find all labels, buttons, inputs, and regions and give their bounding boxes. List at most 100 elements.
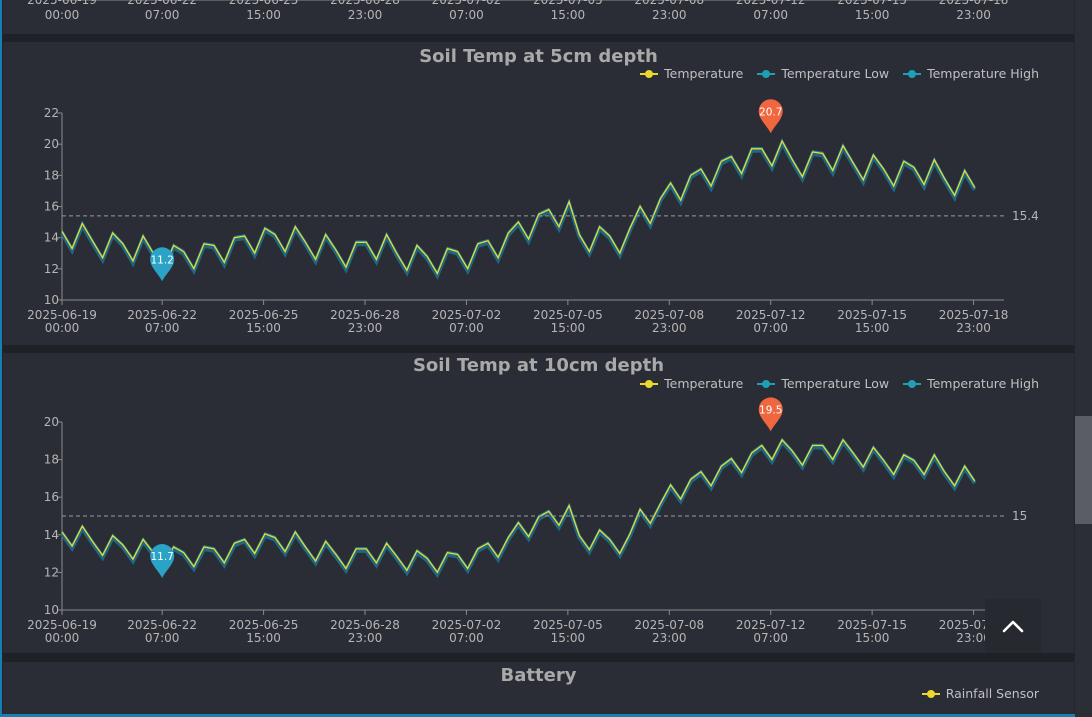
- x-tick-label: 15:00: [551, 321, 586, 335]
- series-temperature: [61, 139, 976, 275]
- chart-legend[interactable]: Temperature Temperature Low Temperature …: [640, 376, 1039, 391]
- x-tick-label: 07:00: [449, 631, 484, 645]
- legend-label: Temperature High: [927, 66, 1039, 81]
- max-marker-pin: 20.7: [758, 99, 783, 134]
- chart-title: Battery: [500, 665, 577, 686]
- x-tick-label: 2025-06-28: [330, 0, 400, 7]
- min-marker-pin-label: 11.2: [150, 254, 173, 266]
- x-tick-label: 2025-07-18: [939, 0, 1009, 7]
- x-tick-label: 2025-07-12: [736, 308, 806, 322]
- chevron-up-icon: [1002, 620, 1024, 633]
- x-tick-label: 2025-07-05: [533, 308, 603, 322]
- x-tick-label: 2025-06-19: [27, 0, 97, 7]
- x-tick-label: 2025-07-02: [432, 618, 502, 632]
- window-frame-bottom: [0, 714, 1092, 717]
- panel-gap: [3, 345, 1074, 353]
- x-tick-label: 15:00: [246, 8, 281, 22]
- x-tick-label: 23:00: [652, 321, 687, 335]
- legend-label: Temperature: [664, 66, 744, 81]
- x-tick-label: 15:00: [855, 8, 890, 22]
- x-tick-label: 2025-06-25: [229, 0, 299, 7]
- x-tick-label: 15:00: [551, 631, 586, 645]
- x-tick-label: 23:00: [348, 631, 383, 645]
- x-tick-label: 2025-07-18: [939, 308, 1009, 322]
- previous-chart-axis: 2025-06-1900:002025-06-2207:002025-06-25…: [27, 0, 1009, 22]
- x-tick-label: 23:00: [956, 8, 991, 22]
- min-marker-pin-shape: [150, 544, 175, 579]
- line-dot-icon: [903, 69, 922, 79]
- x-tick-label: 2025-07-05: [533, 0, 603, 7]
- y-tick-label: 10: [44, 293, 59, 307]
- line-dot-icon: [640, 69, 659, 79]
- y-tick-label: 16: [44, 490, 59, 504]
- legend-label: Rainfall Sensor: [945, 686, 1039, 701]
- window-frame-left: [0, 0, 2, 717]
- legend-item-temperature-high[interactable]: Temperature High: [903, 376, 1039, 391]
- x-tick-label: 23:00: [956, 321, 991, 335]
- y-tick-label: 20: [44, 137, 59, 151]
- x-tick-label: 15:00: [855, 631, 890, 645]
- y-tick-label: 12: [44, 262, 59, 276]
- legend-label: Temperature Low: [781, 376, 890, 391]
- soil-temp-5cm-chart: 101214161820222025-06-1900:002025-06-220…: [27, 99, 1039, 335]
- y-tick-label: 14: [44, 528, 59, 542]
- chart-title: Soil Temp at 5cm depth: [419, 46, 658, 67]
- x-tick-label: 2025-07-12: [736, 618, 806, 632]
- min-marker-pin: 11.7: [150, 544, 175, 579]
- x-tick-label: 2025-07-08: [634, 0, 704, 7]
- x-tick-label: 2025-06-22: [127, 0, 197, 7]
- scrollbar-thumb[interactable]: [1075, 416, 1092, 524]
- x-tick-label: 2025-07-15: [837, 618, 907, 632]
- panel-gap: [3, 34, 1074, 42]
- max-marker-pin: 19.5: [758, 397, 783, 432]
- battery-panel: Battery Rainfall Sensor: [3, 662, 1074, 714]
- legend-item-rainfall-sensor[interactable]: Rainfall Sensor: [921, 686, 1039, 701]
- line-dot-icon: [903, 379, 922, 389]
- max-marker-pin-shape: [758, 99, 783, 134]
- x-tick-label: 2025-06-25: [229, 308, 299, 322]
- soil-temp-10cm-panel: Soil Temp at 10cm depth Temperature Temp…: [3, 353, 1074, 653]
- x-tick-label: 2025-07-08: [634, 618, 704, 632]
- legend-item-temperature-low[interactable]: Temperature Low: [757, 376, 889, 391]
- x-tick-label: 07:00: [145, 321, 180, 335]
- x-tick-label: 15:00: [551, 8, 586, 22]
- legend-label: Temperature Low: [781, 66, 890, 81]
- x-tick-label: 2025-07-02: [432, 308, 502, 322]
- soil-temp-5cm-panel: Soil Temp at 5cm depth Temperature Tempe…: [3, 42, 1074, 345]
- series-temperature-high: [61, 437, 976, 573]
- series-temperature: [61, 438, 976, 574]
- x-tick-label: 2025-06-22: [127, 308, 197, 322]
- chart-legend[interactable]: Rainfall Sensor: [921, 686, 1039, 701]
- x-tick-label: 07:00: [449, 8, 484, 22]
- x-tick-label: 2025-07-12: [736, 0, 806, 7]
- y-tick-label: 18: [44, 168, 59, 182]
- legend-item-temperature-low[interactable]: Temperature Low: [757, 66, 889, 81]
- x-tick-label: 07:00: [753, 321, 788, 335]
- y-tick-label: 12: [44, 565, 59, 579]
- x-tick-label: 2025-07-02: [432, 0, 502, 7]
- max-marker-pin-shape: [758, 397, 783, 432]
- previous-chart-panel: 2025-06-19 00:00 2025-06-22 07:00 2025-06-25…: [3, 0, 1074, 34]
- line-dot-icon: [757, 379, 776, 389]
- series-temperature-low: [60, 138, 977, 280]
- x-tick-label: 07:00: [753, 8, 788, 22]
- legend-item-temperature[interactable]: Temperature: [640, 376, 743, 391]
- x-tick-label: 07:00: [753, 631, 788, 645]
- x-tick-label: 23:00: [348, 8, 383, 22]
- legend-item-temperature-high[interactable]: Temperature High: [903, 66, 1039, 81]
- soil-temp-10cm-chart: 1012141618202025-06-1900:002025-06-2207:…: [27, 397, 1027, 645]
- x-tick-label: 2025-06-19: [27, 618, 97, 632]
- y-tick-label: 22: [44, 106, 59, 120]
- scrollbar-track[interactable]: [1075, 0, 1092, 717]
- x-tick-label: 23:00: [652, 8, 687, 22]
- back-to-top-button[interactable]: [985, 599, 1041, 653]
- chart-legend[interactable]: Temperature Temperature Low Temperature …: [640, 66, 1039, 81]
- x-tick-label: 00:00: [45, 321, 80, 335]
- x-tick-label: 07:00: [145, 631, 180, 645]
- x-tick-label: 2025-07-15: [837, 308, 907, 322]
- x-tick-label: 07:00: [145, 8, 180, 22]
- y-tick-label: 18: [44, 453, 59, 467]
- legend-item-temperature[interactable]: Temperature: [640, 66, 743, 81]
- line-dot-icon: [757, 69, 776, 79]
- x-tick-label: 15:00: [246, 631, 281, 645]
